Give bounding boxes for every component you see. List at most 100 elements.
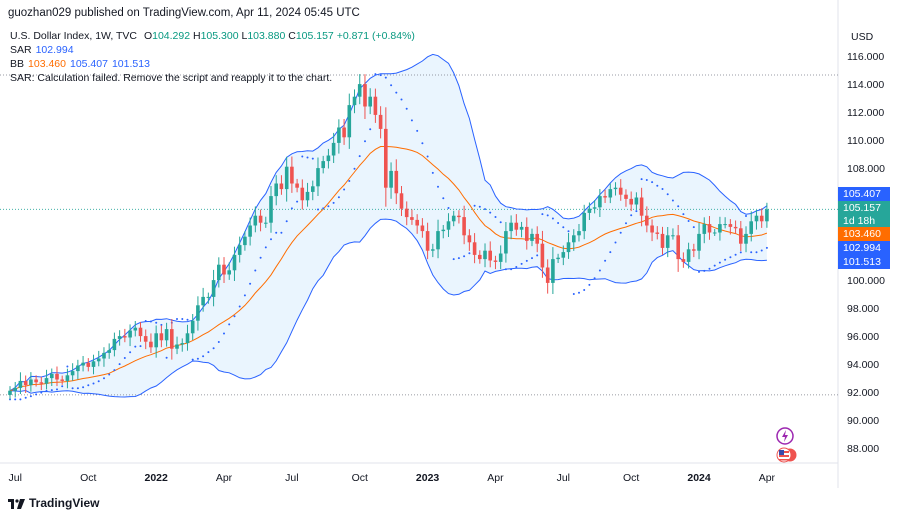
legend-bb[interactable]: BB 103.460 105.407 101.513 xyxy=(10,58,150,70)
candle-body xyxy=(50,373,54,379)
candle xyxy=(530,228,534,247)
candle-body xyxy=(248,225,252,237)
candle xyxy=(587,202,592,220)
candle-body xyxy=(363,84,367,107)
candle-body xyxy=(76,365,80,372)
candle-body xyxy=(86,362,91,367)
candle xyxy=(133,321,138,337)
candle-body xyxy=(107,350,111,353)
candle xyxy=(509,215,513,240)
candle xyxy=(60,375,64,385)
legend-sar[interactable]: SAR 102.994 xyxy=(10,44,74,56)
candle-body xyxy=(441,229,446,232)
y-tick-label: 110.000 xyxy=(847,134,885,147)
candle-body xyxy=(608,189,613,198)
sar-dot xyxy=(113,369,116,372)
sar-dot xyxy=(604,259,607,262)
sar-dot xyxy=(202,355,205,358)
candle-body xyxy=(373,96,378,115)
sar-dot xyxy=(593,277,596,280)
candle-body xyxy=(509,222,513,232)
lightning-icon[interactable] xyxy=(775,426,795,446)
candle xyxy=(415,214,419,234)
candle xyxy=(707,216,712,240)
candle-body xyxy=(389,170,393,188)
candle xyxy=(138,322,143,342)
candle-body xyxy=(149,341,153,348)
candle xyxy=(431,243,435,258)
x-tick-label: 2024 xyxy=(687,472,711,484)
candle xyxy=(8,386,12,400)
candle xyxy=(394,159,399,205)
candle xyxy=(639,187,644,227)
currency-label[interactable]: USD xyxy=(851,31,874,43)
sar-dot xyxy=(395,91,398,94)
sar-dot xyxy=(181,318,184,320)
candle-body xyxy=(467,235,472,243)
candle-body xyxy=(128,330,132,338)
candle-body xyxy=(222,264,226,275)
sar-dot xyxy=(682,213,685,216)
candle xyxy=(342,119,346,145)
us-flag-icon[interactable] xyxy=(775,446,799,464)
candle-body xyxy=(18,380,23,388)
candle-body xyxy=(478,254,482,260)
candle xyxy=(759,208,764,228)
candle-body xyxy=(650,225,654,233)
sar-dot xyxy=(348,180,351,182)
candle xyxy=(645,206,649,233)
candle-body xyxy=(759,215,764,222)
candle-body xyxy=(206,296,211,298)
candle-body xyxy=(279,183,284,190)
footer-brand[interactable]: TradingView xyxy=(8,496,99,510)
candle xyxy=(290,156,294,193)
sar-dot xyxy=(176,318,178,320)
candle xyxy=(18,372,23,394)
candle xyxy=(556,253,560,263)
candle-body xyxy=(394,170,399,194)
candle xyxy=(514,214,519,236)
sar-dot xyxy=(718,261,721,264)
candle-body xyxy=(629,198,633,205)
candle xyxy=(744,226,748,253)
candle xyxy=(535,226,539,253)
candle-body xyxy=(462,217,466,236)
candle xyxy=(337,119,341,154)
candle-body xyxy=(525,226,529,241)
candle xyxy=(170,319,174,360)
candle xyxy=(493,255,498,270)
candle xyxy=(321,155,325,174)
candle-body xyxy=(702,224,707,234)
sar-dot xyxy=(50,389,53,392)
candle xyxy=(91,354,96,375)
sar-dot xyxy=(322,207,325,210)
candle-body xyxy=(159,333,164,341)
candle xyxy=(29,372,33,392)
candle xyxy=(462,205,466,245)
candle xyxy=(164,322,169,347)
sar-dot xyxy=(144,320,147,322)
sar-dot xyxy=(139,345,142,348)
candle-body xyxy=(504,231,508,254)
sar-dot xyxy=(379,74,382,77)
candle-body xyxy=(645,215,649,226)
candle-body xyxy=(483,250,487,260)
candle xyxy=(629,191,633,212)
sar-dot xyxy=(123,357,126,359)
symbol-name[interactable]: U.S. Dollar Index, 1W, TVC xyxy=(10,30,138,42)
sar-dot xyxy=(259,256,262,259)
candle-body xyxy=(34,379,38,383)
sar-dot xyxy=(703,269,706,272)
sar-dot xyxy=(661,188,664,190)
x-tick-label: Oct xyxy=(351,472,368,484)
candle-body xyxy=(733,226,738,229)
candle xyxy=(566,233,571,259)
x-tick-label: Apr xyxy=(215,472,233,484)
x-tick-label: Jul xyxy=(8,472,22,484)
last-price-badge: 105.157 1d 18h xyxy=(838,201,890,229)
sar-dot xyxy=(426,155,429,158)
candle xyxy=(655,226,660,240)
candle-body xyxy=(180,343,185,345)
sar-dot xyxy=(729,256,732,259)
